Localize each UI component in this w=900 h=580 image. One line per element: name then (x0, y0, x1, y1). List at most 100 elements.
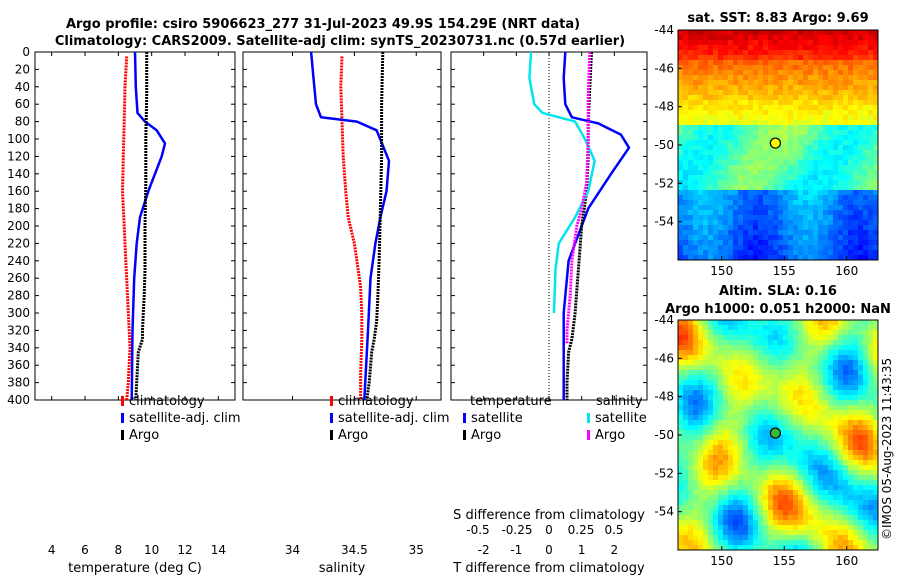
map-cell (743, 125, 749, 131)
map-cell (833, 335, 839, 341)
map-cell (833, 175, 839, 181)
map-cell (873, 215, 878, 221)
map-cell (853, 515, 859, 521)
map-cell (708, 385, 714, 391)
map-cell (853, 215, 859, 221)
map-cell (753, 245, 759, 251)
map-cell (858, 340, 864, 346)
map-cell (683, 45, 689, 51)
map-cell (848, 390, 854, 396)
map-cell (713, 215, 719, 221)
map-cell (683, 330, 689, 336)
map-cell (833, 500, 839, 506)
map-cell (823, 480, 829, 486)
map-cell (708, 190, 714, 196)
map-cell (828, 415, 834, 421)
map-cell (853, 155, 859, 161)
sst-heatmap (678, 30, 878, 260)
map-cell (788, 195, 794, 201)
map-cell (753, 185, 759, 191)
map-cell (678, 485, 684, 491)
map-cell (728, 520, 734, 526)
temperature-panel: 0204060801001201401601802002202402602803… (7, 45, 241, 576)
map-cell (863, 390, 869, 396)
map-cell (728, 35, 734, 41)
map-cell (723, 185, 729, 191)
map-cell (698, 240, 704, 246)
map-cell (698, 470, 704, 476)
map-cell (863, 60, 869, 66)
map-cell (873, 440, 878, 446)
map-cell (848, 85, 854, 91)
map-cell (868, 370, 874, 376)
map-cell (823, 55, 829, 61)
map-cell (773, 160, 779, 166)
map-cell (863, 500, 869, 506)
map-cell (728, 500, 734, 506)
map-cell (863, 480, 869, 486)
map-cell (828, 375, 834, 381)
map-cell (718, 250, 724, 256)
map-cell (838, 150, 844, 156)
map-cell (713, 485, 719, 491)
map-cell (848, 410, 854, 416)
map-cell (798, 180, 804, 186)
map-cell (873, 410, 878, 416)
map-cell (788, 240, 794, 246)
map-cell (788, 405, 794, 411)
map-cell (863, 535, 869, 541)
map-cell (773, 465, 779, 471)
map-cell (698, 165, 704, 171)
map-cell (873, 405, 878, 411)
map-cell (768, 230, 774, 236)
map-cell (708, 535, 714, 541)
map-cell (738, 175, 744, 181)
map-cell (873, 30, 878, 36)
map-cell (823, 335, 829, 341)
map-cell (713, 465, 719, 471)
map-cell (733, 125, 739, 131)
map-cell (798, 540, 804, 546)
map-cell (843, 245, 849, 251)
map-cell (873, 340, 878, 346)
map-cell (833, 365, 839, 371)
map-cell (873, 75, 878, 81)
map-cell (848, 45, 854, 51)
map-cell (758, 170, 764, 176)
map-cell (678, 40, 684, 46)
map-cell (733, 35, 739, 41)
map-cell (843, 190, 849, 196)
map-cell (748, 80, 754, 86)
map-cell (753, 100, 759, 106)
map-cell (868, 100, 874, 106)
map-cell (723, 465, 729, 471)
map-cell (783, 200, 789, 206)
map-cell (873, 190, 878, 196)
map-cell (748, 90, 754, 96)
map-cell (693, 360, 699, 366)
map-cell (778, 230, 784, 236)
map-cell (803, 45, 809, 51)
map-cell (863, 255, 869, 260)
map-cell (773, 340, 779, 346)
map-cell (713, 150, 719, 156)
map-cell (698, 145, 704, 151)
map-cell (853, 475, 859, 481)
map-cell (703, 395, 709, 401)
map-cell (738, 230, 744, 236)
map-cell (808, 395, 814, 401)
map-cell (808, 375, 814, 381)
map-cell (803, 135, 809, 141)
map-cell (788, 255, 794, 260)
map-cell (783, 255, 789, 260)
map-cell (718, 470, 724, 476)
map-x-tick-label: 150 (710, 264, 733, 278)
map-cell (828, 460, 834, 466)
map-cell (703, 255, 709, 260)
map-cell (828, 60, 834, 66)
map-cell (773, 125, 779, 131)
map-cell (718, 540, 724, 546)
map-cell (873, 485, 878, 491)
map-cell (833, 105, 839, 111)
map-cell (733, 370, 739, 376)
